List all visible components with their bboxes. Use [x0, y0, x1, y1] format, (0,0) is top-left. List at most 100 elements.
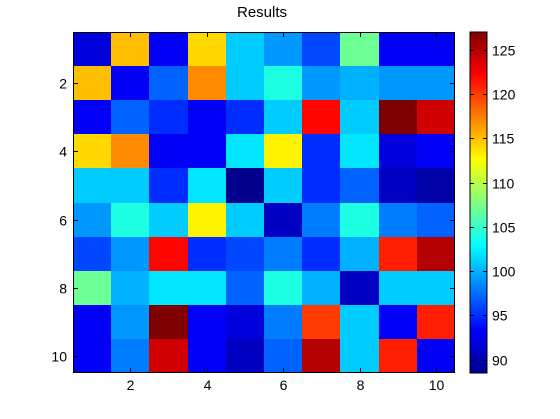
heatmap-cell	[379, 134, 417, 168]
y-tick-label: 6	[59, 213, 67, 229]
heatmap-cell	[264, 168, 302, 203]
heatmap-cell	[73, 66, 111, 100]
heatmap-cell	[149, 168, 188, 203]
heatmap-cell	[417, 134, 455, 168]
heatmap-cell	[379, 100, 417, 134]
heatmap-cell	[149, 100, 188, 134]
heatmap-cell	[111, 203, 149, 237]
heatmap-cell	[302, 305, 340, 339]
chart-title: Results	[237, 4, 287, 21]
heatmap-cell	[188, 237, 226, 271]
heatmap-cell	[111, 237, 149, 271]
heatmap-cell	[417, 66, 455, 100]
heatmap-cell	[264, 339, 302, 373]
heatmap-cell	[188, 203, 226, 237]
heatmap-cell	[226, 271, 264, 305]
heatmap-cell	[379, 271, 417, 305]
heatmap-cell	[111, 305, 149, 339]
colorbar-tick-label: 120	[492, 87, 516, 103]
heatmap-cell	[340, 168, 379, 203]
heatmap-cell	[149, 271, 188, 305]
heatmap-cell	[379, 66, 417, 100]
heatmap-cell	[73, 134, 111, 168]
heatmap-cell	[226, 305, 264, 339]
colorbar: 90 95 100 105 110 115 120 125	[469, 31, 516, 374]
heatmap-cell	[188, 339, 226, 373]
heatmap-cell	[188, 305, 226, 339]
heatmap-cell	[264, 134, 302, 168]
heatmap-cell	[188, 134, 226, 168]
heatmap-cell	[149, 134, 188, 168]
heatmap-cell	[111, 134, 149, 168]
heatmap-cell	[379, 237, 417, 271]
heatmap-cell	[264, 100, 302, 134]
heatmap-cell	[340, 237, 379, 271]
colorbar-tick-label: 105	[492, 220, 516, 236]
heatmap-cell	[188, 168, 226, 203]
heatmap-cell	[417, 237, 455, 271]
heatmap-cell	[340, 271, 379, 305]
colorbar-tick-label: 125	[492, 43, 516, 59]
x-tick-label: 4	[204, 377, 212, 393]
heatmap-cell	[264, 237, 302, 271]
heatmap-cell	[149, 32, 188, 66]
heatmap-cell	[264, 32, 302, 66]
heatmap-cell	[417, 339, 455, 373]
heatmap-cell	[302, 237, 340, 271]
heatmap-cell	[73, 32, 111, 66]
heatmap-axes: 2 4 6 8 10 2 4 6 8 10	[51, 32, 455, 393]
x-tick-label: 6	[280, 377, 288, 393]
heatmap-cell	[264, 271, 302, 305]
heatmap-cell	[302, 32, 340, 66]
heatmap-cell	[302, 66, 340, 100]
y-tick-label: 10	[51, 349, 67, 365]
heatmap-cell	[302, 100, 340, 134]
y-tick-label: 2	[59, 76, 67, 92]
heatmap-cell	[264, 66, 302, 100]
colorbar-tick-label: 95	[492, 308, 508, 324]
heatmap-cell	[188, 66, 226, 100]
heatmap-cell	[417, 100, 455, 134]
heatmap-cell	[340, 100, 379, 134]
heatmap-cell	[149, 339, 188, 373]
y-tick-label: 4	[59, 144, 67, 160]
heatmap-cell	[226, 134, 264, 168]
heatmap-cell	[302, 339, 340, 373]
heatmap-cell	[417, 168, 455, 203]
heatmap-cell	[188, 271, 226, 305]
heatmap-cell	[264, 203, 302, 237]
heatmap-cell	[111, 32, 149, 66]
colorbar-tick-label: 100	[492, 264, 516, 280]
x-tick-label: 10	[429, 377, 445, 393]
heatmap-cell	[226, 100, 264, 134]
heatmap-cell	[111, 339, 149, 373]
plot-frame	[73, 32, 455, 373]
heatmap-cell	[73, 237, 111, 271]
x-tick-label: 2	[127, 377, 135, 393]
heatmap-cell	[340, 32, 379, 66]
heatmap-cell	[417, 203, 455, 237]
heatmap-cell	[226, 237, 264, 271]
heatmap-cell	[149, 305, 188, 339]
heatmap-cell	[73, 100, 111, 134]
heatmap-cell	[302, 168, 340, 203]
heatmap-cell	[73, 203, 111, 237]
heatmap-cell	[226, 32, 264, 66]
heatmap-cell	[340, 66, 379, 100]
heatmap-cell	[111, 66, 149, 100]
heatmap-cell	[379, 305, 417, 339]
heatmap-cell	[111, 271, 149, 305]
heatmap-cell	[302, 271, 340, 305]
heatmap-cell	[417, 271, 455, 305]
heatmap-cell	[149, 66, 188, 100]
y-tick-label: 8	[59, 281, 67, 297]
colorbar-tick-label: 90	[492, 353, 508, 369]
x-tick-label: 8	[357, 377, 365, 393]
heatmap-cells	[73, 32, 455, 373]
heatmap-cell	[188, 100, 226, 134]
heatmap-cell	[188, 32, 226, 66]
heatmap-cell	[302, 134, 340, 168]
heatmap-cell	[379, 203, 417, 237]
heatmap-cell	[111, 100, 149, 134]
